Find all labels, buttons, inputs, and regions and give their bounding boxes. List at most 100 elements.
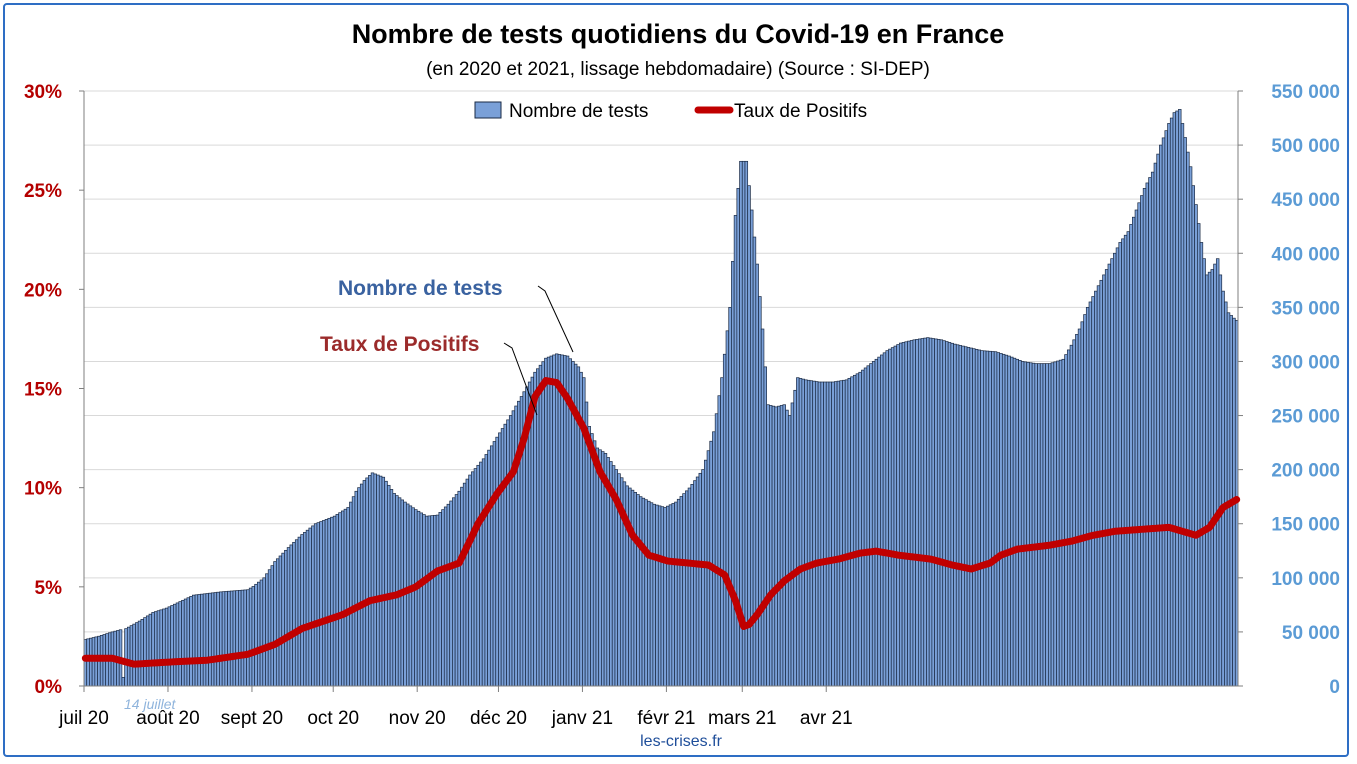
bar — [923, 337, 927, 687]
bar — [340, 510, 345, 687]
y-right-tick-label: 300 000 — [1271, 352, 1340, 373]
bar — [546, 356, 551, 687]
bar — [178, 601, 182, 687]
bar — [758, 296, 762, 687]
bar — [354, 490, 358, 687]
bar — [194, 594, 199, 687]
bar — [479, 461, 483, 687]
y-left-tick-label: 0% — [35, 677, 63, 698]
bar — [538, 364, 543, 687]
bar — [1096, 285, 1101, 687]
bar — [324, 519, 329, 687]
x-tick-label: juil 20 — [58, 708, 109, 729]
bar — [980, 350, 984, 687]
bar — [1188, 166, 1193, 687]
bar — [671, 503, 675, 687]
bar — [1094, 290, 1098, 687]
bar — [257, 581, 261, 687]
bar — [1066, 349, 1071, 687]
bar — [319, 521, 323, 687]
bar — [1010, 356, 1014, 687]
bar — [1175, 110, 1179, 687]
bar — [1064, 354, 1068, 687]
bar — [649, 502, 654, 687]
bar — [698, 472, 702, 687]
bar — [143, 617, 147, 687]
bar — [465, 478, 470, 687]
annotation-tests-label: Nombre de tests — [338, 277, 503, 300]
bar — [135, 622, 139, 687]
bar — [1210, 269, 1214, 687]
bar — [151, 612, 155, 687]
bar — [1020, 361, 1025, 687]
bar — [1042, 363, 1047, 687]
line-taux-de-positifs-path — [81, 377, 1241, 668]
bar — [1197, 223, 1201, 687]
bar — [533, 371, 537, 687]
bar — [1199, 242, 1204, 687]
bar — [449, 500, 453, 687]
bar — [514, 405, 518, 687]
bar — [338, 512, 342, 687]
y-right-tick-label: 400 000 — [1271, 244, 1340, 265]
bar — [384, 480, 388, 687]
bar — [1023, 361, 1028, 687]
bar — [506, 419, 510, 687]
bar — [666, 505, 670, 687]
bar — [1205, 274, 1209, 687]
bar — [722, 353, 727, 687]
bar — [300, 534, 304, 687]
bar — [495, 436, 499, 687]
bar — [173, 603, 177, 687]
bar — [972, 348, 976, 687]
bar — [1115, 247, 1120, 687]
bar — [774, 406, 778, 687]
bar — [1215, 258, 1220, 687]
annotation-positifs-label: Taux de Positifs — [320, 333, 479, 356]
bar — [248, 587, 253, 687]
bar — [346, 507, 350, 687]
bar — [267, 569, 272, 687]
y-left-tick-label: 30% — [24, 82, 62, 103]
bar — [1194, 204, 1198, 687]
bar — [983, 350, 987, 687]
bar — [200, 593, 204, 687]
bar — [373, 473, 377, 687]
bar — [126, 626, 131, 687]
bar — [915, 339, 919, 687]
bar — [1026, 361, 1030, 687]
bar — [771, 405, 776, 687]
source-credit: les-crises.fr — [640, 733, 722, 750]
bar — [1099, 279, 1103, 687]
bar — [481, 458, 486, 687]
bar — [988, 350, 992, 687]
bar — [890, 347, 895, 687]
bar — [1148, 177, 1152, 687]
bar — [229, 590, 234, 687]
bar — [598, 449, 602, 687]
bar — [129, 625, 134, 687]
bar — [273, 561, 277, 687]
bar — [1072, 339, 1076, 687]
bar — [755, 263, 759, 687]
bar — [1153, 162, 1158, 687]
bar — [1069, 344, 1074, 687]
y-right-tick-label: 350 000 — [1271, 298, 1340, 319]
annotation-positifs: Taux de Positifs — [320, 333, 538, 416]
bar — [1050, 362, 1055, 687]
bar — [498, 432, 502, 687]
bar — [124, 628, 128, 687]
bar — [850, 376, 854, 687]
x-tick-label: août 20 — [136, 708, 199, 729]
bar — [411, 507, 415, 687]
bar — [557, 354, 562, 687]
bar — [931, 338, 935, 687]
bar — [441, 509, 445, 687]
bar — [687, 487, 692, 687]
bar — [601, 451, 605, 687]
bar — [763, 366, 767, 687]
bar — [728, 307, 732, 687]
bar — [381, 476, 386, 687]
bar — [240, 589, 245, 687]
bar — [815, 381, 819, 687]
